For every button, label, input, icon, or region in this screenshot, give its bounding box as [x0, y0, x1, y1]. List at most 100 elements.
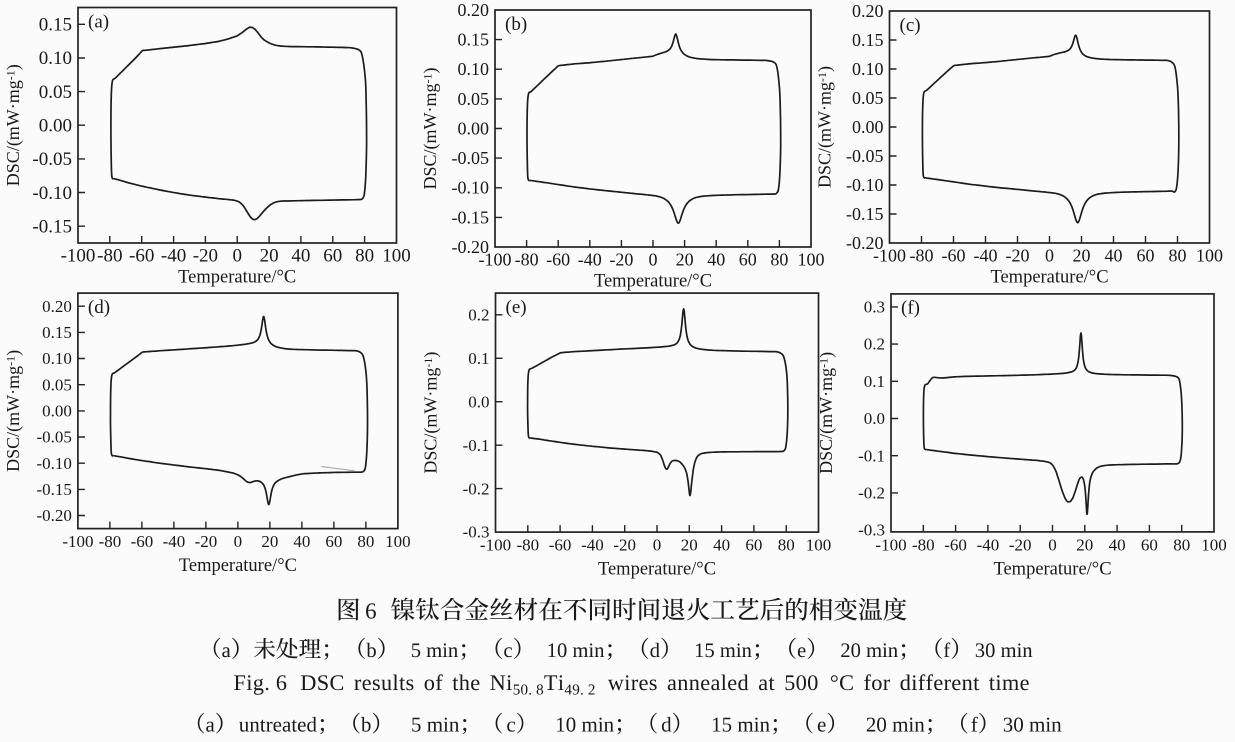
svg-text:(f): (f): [901, 298, 920, 319]
svg-text:40: 40: [1105, 246, 1123, 266]
svg-text:-40: -40: [977, 535, 1000, 554]
svg-text:-40: -40: [578, 250, 602, 270]
svg-text:Temperature/°C: Temperature/°C: [990, 268, 1108, 288]
svg-text:-80: -80: [99, 532, 122, 551]
svg-text:-0.3: -0.3: [858, 521, 885, 540]
svg-text:0.10: 0.10: [42, 349, 72, 368]
svg-text:-0.10: -0.10: [452, 178, 490, 198]
svg-text:-0.15: -0.15: [452, 207, 490, 227]
svg-text:-40: -40: [163, 532, 186, 551]
svg-text:(c): (c): [900, 15, 921, 36]
svg-text:-60: -60: [942, 246, 966, 266]
svg-text:-20: -20: [1006, 246, 1030, 266]
svg-text:0.20: 0.20: [458, 0, 490, 20]
svg-text:-0.05: -0.05: [846, 146, 884, 166]
svg-text:40: 40: [293, 532, 310, 551]
svg-text:-0.15: -0.15: [36, 480, 71, 499]
svg-text:20: 20: [681, 536, 698, 555]
svg-text:0.1: 0.1: [864, 372, 885, 391]
svg-text:0.05: 0.05: [39, 82, 72, 103]
svg-text:0.20: 0.20: [42, 297, 72, 316]
svg-text:0: 0: [1045, 246, 1054, 266]
svg-text:DSC/(mW·mg-1): DSC/(mW·mg-1): [420, 68, 441, 190]
svg-text:-20: -20: [195, 532, 218, 551]
svg-text:0.15: 0.15: [42, 323, 72, 342]
svg-text:0.0: 0.0: [864, 409, 885, 428]
svg-text:0.10: 0.10: [458, 59, 490, 79]
svg-text:60: 60: [323, 246, 342, 267]
svg-text:40: 40: [707, 250, 725, 270]
svg-text:-100: -100: [62, 532, 93, 551]
svg-text:60: 60: [1137, 246, 1155, 266]
svg-text:0.00: 0.00: [39, 116, 72, 137]
svg-text:-0.2: -0.2: [463, 479, 490, 498]
svg-text:0.3: 0.3: [864, 298, 885, 317]
svg-text:60: 60: [1141, 535, 1158, 554]
svg-text:-0.1: -0.1: [858, 446, 885, 465]
svg-text:-0.1: -0.1: [463, 436, 490, 455]
svg-text:-0.10: -0.10: [846, 175, 884, 195]
svg-text:DSC/(mW·mg-1): DSC/(mW·mg-1): [3, 350, 24, 472]
svg-text:100: 100: [1201, 535, 1227, 554]
svg-text:-0.05: -0.05: [36, 428, 71, 447]
svg-text:80: 80: [357, 532, 374, 551]
svg-text:0.15: 0.15: [458, 30, 490, 50]
svg-text:0.2: 0.2: [864, 335, 885, 354]
svg-text:100: 100: [385, 532, 411, 551]
svg-text:-0.05: -0.05: [32, 149, 72, 170]
svg-text:DSC/(mW·mg-1): DSC/(mW·mg-1): [3, 64, 24, 186]
svg-text:100: 100: [806, 536, 832, 555]
svg-text:-20: -20: [1009, 535, 1032, 554]
svg-text:-60: -60: [129, 246, 154, 267]
svg-text:-80: -80: [912, 535, 935, 554]
svg-text:-60: -60: [549, 536, 572, 555]
svg-text:(a): (a): [88, 11, 109, 32]
svg-text:-20: -20: [613, 536, 636, 555]
svg-text:0.0: 0.0: [468, 392, 489, 411]
svg-text:-0.20: -0.20: [36, 506, 71, 525]
svg-text:0.1: 0.1: [468, 349, 489, 368]
svg-text:60: 60: [745, 536, 762, 555]
svg-text:0: 0: [234, 532, 243, 551]
svg-text:20: 20: [1076, 535, 1093, 554]
svg-text:-60: -60: [944, 535, 967, 554]
svg-text:-80: -80: [97, 246, 122, 267]
svg-text:-0.2: -0.2: [858, 484, 885, 503]
svg-text:0.05: 0.05: [42, 375, 72, 394]
svg-text:-60: -60: [546, 250, 570, 270]
svg-text:60: 60: [739, 250, 757, 270]
svg-text:-0.05: -0.05: [452, 148, 490, 168]
svg-text:(b): (b): [505, 14, 527, 35]
svg-text:60: 60: [325, 532, 342, 551]
svg-text:40: 40: [291, 246, 310, 267]
svg-text:0: 0: [653, 536, 662, 555]
svg-text:DSC/(mW·mg-1): DSC/(mW·mg-1): [816, 352, 837, 474]
svg-text:DSC/(mW·mg-1): DSC/(mW·mg-1): [421, 352, 442, 474]
svg-text:20: 20: [261, 532, 278, 551]
svg-text:80: 80: [1173, 535, 1190, 554]
svg-text:80: 80: [355, 246, 374, 267]
svg-text:-80: -80: [515, 250, 539, 270]
svg-text:0: 0: [1048, 535, 1057, 554]
svg-text:-0.15: -0.15: [32, 216, 72, 237]
svg-text:-20: -20: [193, 246, 218, 267]
svg-text:-100: -100: [875, 535, 906, 554]
svg-text:-0.10: -0.10: [32, 183, 72, 204]
svg-text:-60: -60: [131, 532, 154, 551]
svg-text:100: 100: [798, 250, 825, 270]
svg-text:80: 80: [770, 250, 788, 270]
svg-text:0.00: 0.00: [42, 402, 72, 421]
svg-text:-0.20: -0.20: [452, 237, 490, 257]
svg-text:0: 0: [649, 250, 658, 270]
svg-text:0.15: 0.15: [39, 15, 72, 36]
svg-text:-80: -80: [910, 246, 934, 266]
svg-text:Temperature/°C: Temperature/°C: [179, 556, 297, 576]
svg-text:40: 40: [1109, 535, 1126, 554]
svg-text:-20: -20: [609, 250, 633, 270]
svg-text:-40: -40: [581, 536, 604, 555]
svg-text:-0.20: -0.20: [846, 233, 884, 253]
svg-text:80: 80: [1169, 246, 1187, 266]
svg-text:100: 100: [382, 246, 411, 267]
svg-text:DSC/(mW·mg-1): DSC/(mW·mg-1): [815, 66, 836, 188]
svg-text:0.05: 0.05: [852, 88, 884, 108]
